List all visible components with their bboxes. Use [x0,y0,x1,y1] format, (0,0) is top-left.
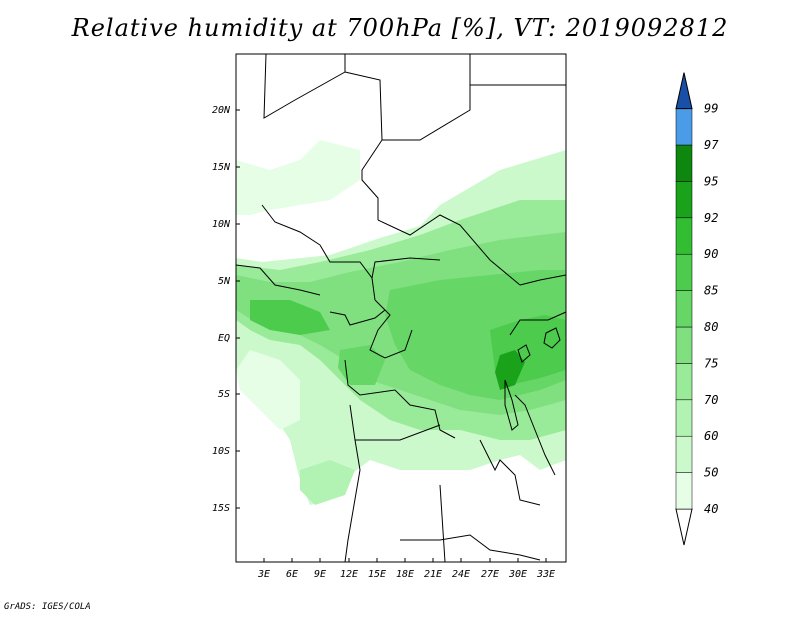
lon-label-6e: 6E [286,569,298,580]
colorbar-label: 60 [704,429,718,443]
lat-label-5s: 5S [218,389,230,400]
colorbar-label: 40 [704,502,718,516]
colorbar-label: 75 [704,356,718,370]
lat-label-15n: 15N [212,162,231,173]
country-borders [235,53,567,563]
colorbar-bin [675,290,693,328]
lakes [504,327,561,431]
credit-text: GrADS: IGES/COLA [4,602,91,612]
latitude-axis: 20N 15N 10N 5N EQ 5S 10S 15S [212,105,240,514]
lat-label-10n: 10N [212,219,231,230]
lon-label-33e: 33E [536,569,555,580]
lon-label-12e: 12E [340,569,358,580]
lon-label-24e: 24E [452,569,470,580]
lon-label-27e: 27E [481,569,499,580]
colorbar-label: 50 [704,466,718,480]
colorbar-bin [675,108,693,146]
lat-label-10s: 10S [212,446,230,457]
colorbar: 40 50 60 70 75 80 85 90 92 95 97 99 [675,72,719,546]
colorbar-label: 95 [704,174,718,188]
colorbar-bin [675,363,693,401]
colorbar-label: 97 [704,138,719,152]
colorbar-label: 99 [704,102,718,116]
lon-label-18e: 18E [396,569,414,580]
lon-label-3e: 3E [257,569,270,580]
lon-label-21e: 21E [424,569,442,580]
colorbar-bin [675,435,693,473]
colorbar-label: 90 [704,247,718,261]
lat-label-eq: EQ [218,333,230,344]
map-title: Relative humidity at 700hPa [%], VT: 201… [71,14,729,42]
lat-label-5n: 5N [218,276,231,287]
humidity-field [236,140,566,505]
map-frame [235,53,567,563]
lon-label-15e: 15E [368,569,386,580]
colorbar-lower-triangle [675,508,693,546]
colorbar-bin [675,326,693,364]
colorbar-bin [675,181,693,219]
colorbar-bin [675,217,693,255]
lat-label-15s: 15S [212,503,230,514]
longitude-axis: 3E 6E 9E 12E 15E 18E 21E 24E 27E 30E 33E [257,558,555,580]
lat-label-20n: 20N [212,105,231,116]
colorbar-label: 70 [704,393,718,407]
colorbar-bin [675,253,693,291]
colorbar-bin [675,472,693,510]
colorbar-bin [675,399,693,437]
colorbar-bin [675,144,693,182]
colorbar-label: 85 [704,284,718,298]
lon-label-30e: 30E [508,569,527,580]
colorbar-upper-triangle [675,72,693,110]
colorbar-label: 80 [704,320,718,334]
lon-label-9e: 9E [314,569,326,580]
colorbar-label: 92 [704,211,718,225]
